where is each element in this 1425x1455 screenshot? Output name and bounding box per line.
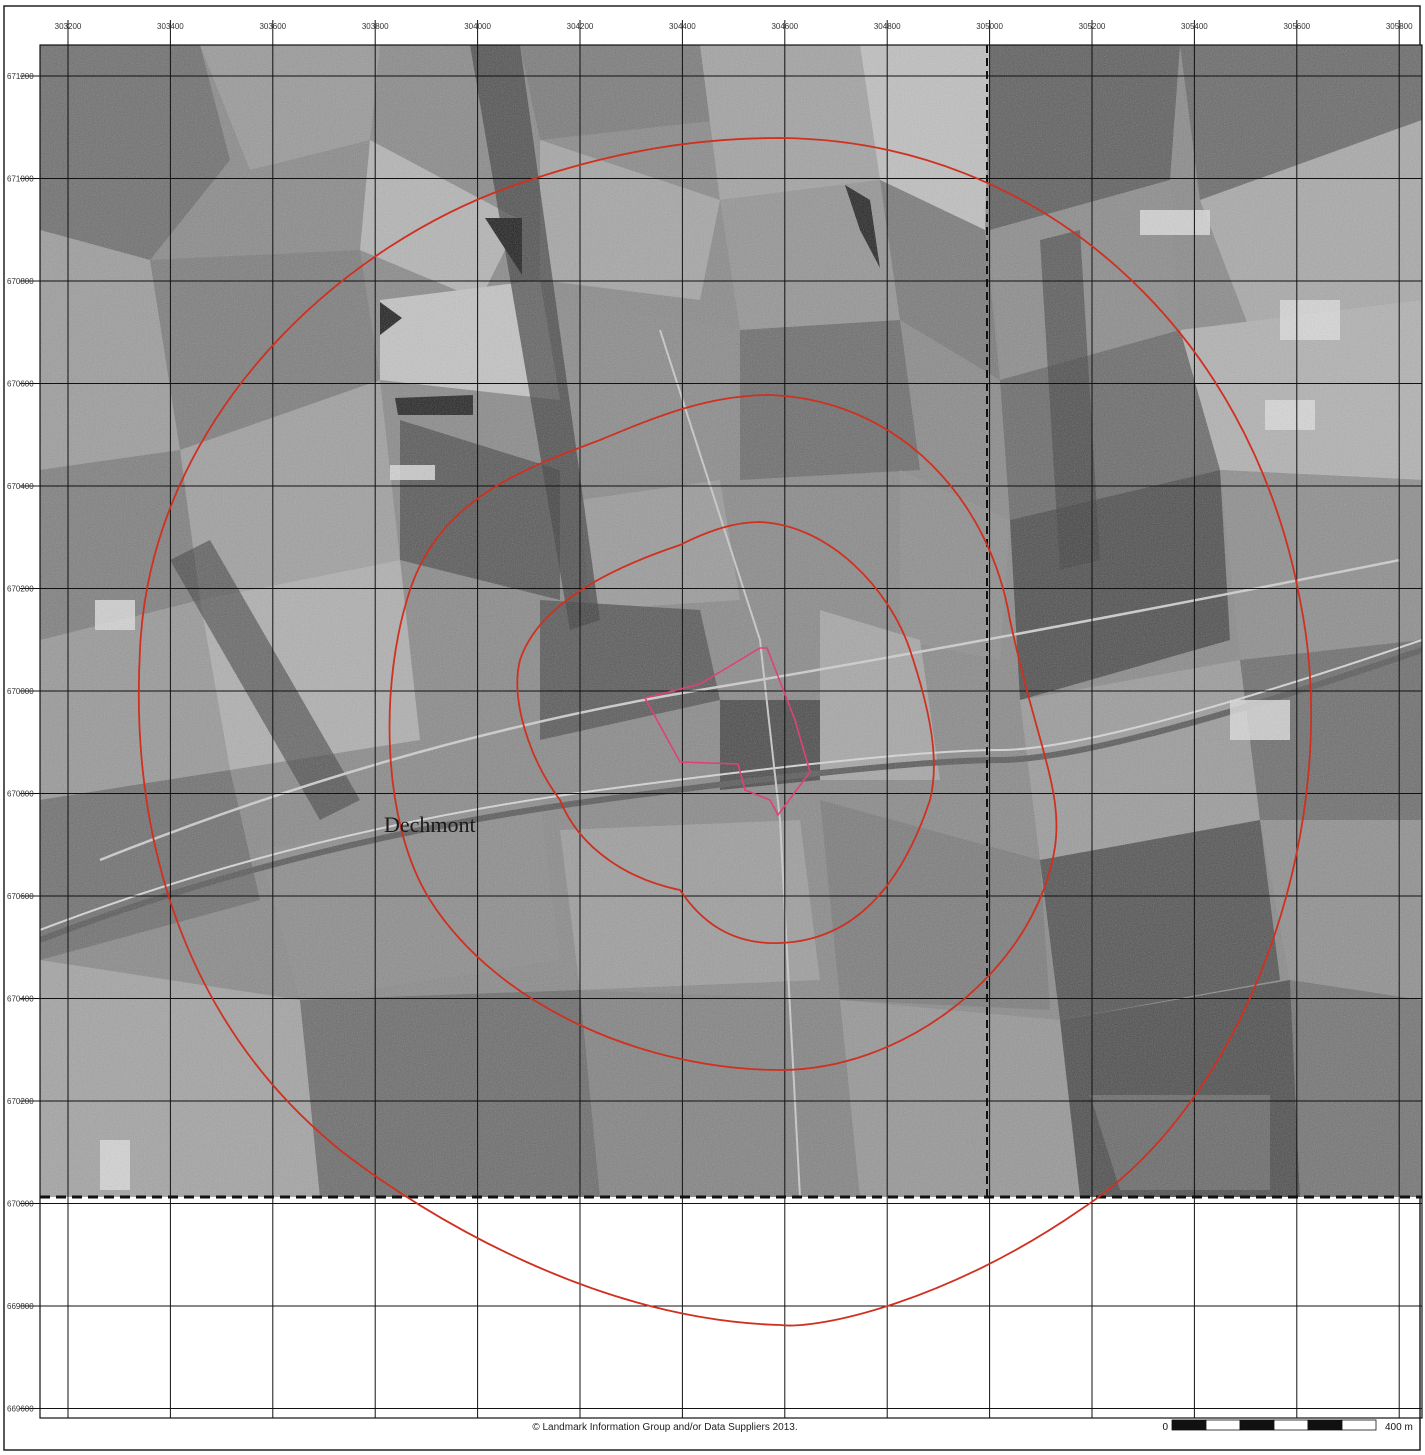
easting-tick-label: 304000: [464, 22, 491, 31]
northing-tick-label: 670800: [7, 790, 34, 799]
northing-tick-label: 670400: [7, 482, 34, 491]
northing-tick-label: 670000: [7, 687, 34, 696]
northing-tick-label: 671200: [7, 72, 34, 81]
scale-start-label: 0: [1162, 1422, 1168, 1433]
northing-tick-labels: 671200 671000 670800 670600 670400 670200 6700…: [7, 72, 34, 1414]
scale-end-label: 400 m: [1385, 1422, 1413, 1433]
buffer-ring-outer: [137, 137, 1312, 1327]
easting-tick-label: 305400: [1181, 22, 1208, 31]
northing-tick-label: 670600: [7, 892, 34, 901]
northing-tick-label: 671000: [7, 175, 34, 184]
northing-tick-label: 670200: [7, 585, 34, 594]
northing-tick-label: 669600: [7, 1405, 34, 1414]
easting-tick-label: 303400: [157, 22, 184, 31]
buffer-rings: [137, 137, 1312, 1327]
northing-tick-label: 670800: [7, 277, 34, 286]
buffer-ring-middle: [388, 394, 1058, 1071]
scale-bar-segment: [1307, 1419, 1343, 1431]
scale-bar-segment: [1171, 1419, 1207, 1431]
easting-tick-label: 305600: [1283, 22, 1310, 31]
scale-bar: 0 400 m: [1162, 1419, 1413, 1433]
scale-bar-segment: [1239, 1419, 1275, 1431]
easting-tick-label: 303600: [259, 22, 286, 31]
easting-tick-label: 303800: [362, 22, 389, 31]
map-neatline: [39, 44, 1423, 1419]
easting-tick-labels: 303200 303400 303600 303800 304000 304200 3044…: [55, 22, 1413, 31]
place-name-label: Dechmont: [384, 812, 476, 837]
easting-tick-label: 304600: [771, 22, 798, 31]
buffer-ring-inner: [516, 521, 935, 944]
easting-tick-label: 305000: [976, 22, 1003, 31]
northing-tick-label: 670200: [7, 1097, 34, 1106]
northing-tick-label: 670400: [7, 995, 34, 1004]
scale-bar-segment: [1205, 1419, 1241, 1431]
easting-tick-label: 303200: [55, 22, 82, 31]
easting-tick-label: 304800: [874, 22, 901, 31]
copyright-notice: © Landmark Information Group and/or Data…: [532, 1422, 797, 1433]
aerial-imagery: [40, 45, 1422, 1197]
northing-tick-label: 669800: [7, 1302, 34, 1311]
northing-tick-label: 670600: [7, 380, 34, 389]
coordinate-grid: [20, 20, 1423, 1419]
northing-tick-label: 670000: [7, 1200, 34, 1209]
easting-tick-label: 304200: [567, 22, 594, 31]
easting-tick-label: 305200: [1079, 22, 1106, 31]
scale-bar-segment: [1341, 1419, 1377, 1431]
easting-tick-label: 305800: [1386, 22, 1413, 31]
easting-tick-label: 304400: [669, 22, 696, 31]
site-boundary: [643, 647, 811, 817]
scale-bar-segment: [1273, 1419, 1309, 1431]
